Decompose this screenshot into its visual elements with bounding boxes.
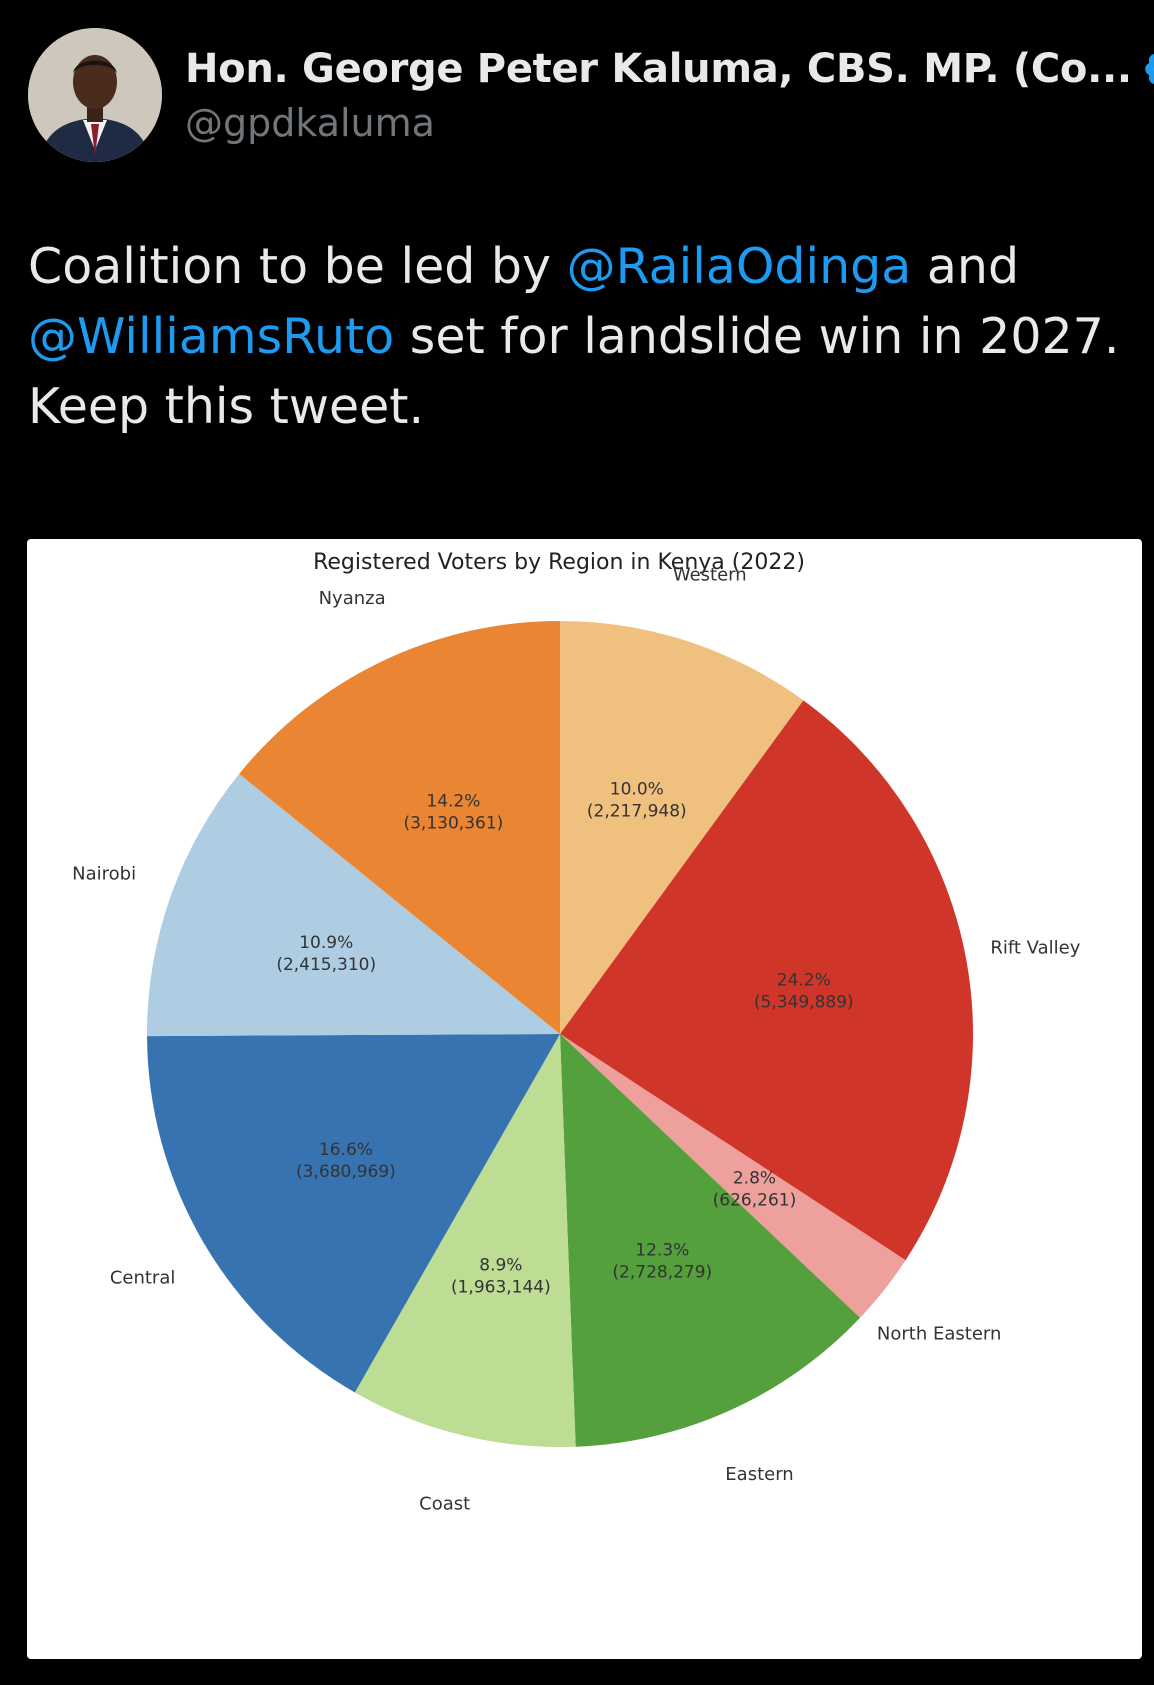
slice-category-label: Coast (419, 1493, 470, 1514)
slice-value-label: (3,680,969) (296, 1162, 396, 1182)
tweet-header: Hon. George Peter Kaluma, CBS. MP. (Co..… (28, 28, 1154, 168)
slice-category-label: Rift Valley (990, 937, 1080, 958)
slice-value-label: (1,963,144) (451, 1278, 551, 1298)
pie-slice-eastern (560, 1034, 861, 1447)
pie-chart: Registered Voters by Region in Kenya (20… (72, 550, 1081, 1515)
slice-percent-label: 14.2% (426, 791, 480, 811)
pie-slice-nairobi (147, 773, 560, 1037)
mention-link[interactable]: @WilliamsRuto (28, 308, 395, 365)
mention-link[interactable]: @RailaOdinga (566, 238, 912, 295)
tweet-text-part: Keep this tweet. (28, 378, 425, 435)
verified-badge-icon (1145, 53, 1154, 85)
pie-slice-western (560, 621, 804, 1034)
slice-category-label: Central (110, 1267, 176, 1288)
attached-image[interactable]: Registered Voters by Region in Kenya (20… (27, 539, 1142, 1659)
slice-percent-label: 8.9% (479, 1256, 522, 1276)
slice-percent-label: 2.8% (733, 1169, 776, 1189)
slice-value-label: (626,261) (713, 1191, 797, 1211)
pie-slice-north-eastern (560, 1034, 906, 1318)
pie-slice-rift-valley (560, 700, 973, 1261)
slice-category-label: Eastern (725, 1464, 793, 1485)
pie-slice-nyanza (239, 621, 560, 1034)
slice-value-label: (2,728,279) (612, 1263, 712, 1283)
tweet-text: Coalition to be led by @RailaOdinga and … (28, 232, 1128, 442)
slices-layer (147, 621, 973, 1447)
slice-percent-label: 24.2% (777, 971, 831, 991)
slice-value-label: (2,217,948) (587, 801, 687, 821)
slice-percent-label: 16.6% (319, 1140, 373, 1160)
slice-category-label: Nairobi (72, 864, 136, 885)
slice-percent-label: 10.9% (299, 933, 353, 953)
slice-value-label: (2,415,310) (276, 955, 376, 975)
slice-percent-label: 12.3% (635, 1241, 689, 1261)
author-name[interactable]: Hon. George Peter Kaluma, CBS. MP. (Co..… (185, 46, 1132, 92)
tweet-text-part: and (911, 238, 1020, 295)
author-name-line[interactable]: Hon. George Peter Kaluma, CBS. MP. (Co..… (185, 44, 1154, 94)
pie-slice-coast (354, 1034, 576, 1447)
slice-category-label: Western (673, 565, 747, 586)
labels-layer: 10.0%(2,217,948) Western 24.2%(5,349,889) R… (72, 565, 1081, 1515)
tweet-text-part: Coalition to be led by (28, 238, 567, 295)
person-avatar-icon (28, 28, 162, 162)
slice-percent-label: 10.0% (610, 779, 664, 799)
slice-category-label: North Eastern (877, 1324, 1001, 1345)
pie-slice-central (147, 1034, 560, 1393)
avatar[interactable] (28, 28, 162, 162)
tweet-text-part: set for landslide win in 2027. (394, 308, 1120, 365)
slice-value-label: (5,349,889) (754, 993, 854, 1013)
slice-category-label: Nyanza (319, 588, 386, 609)
author-handle[interactable]: @gpdkaluma (185, 101, 435, 145)
slice-value-label: (3,130,361) (403, 813, 503, 833)
chart-title: Registered Voters by Region in Kenya (20… (313, 550, 805, 575)
